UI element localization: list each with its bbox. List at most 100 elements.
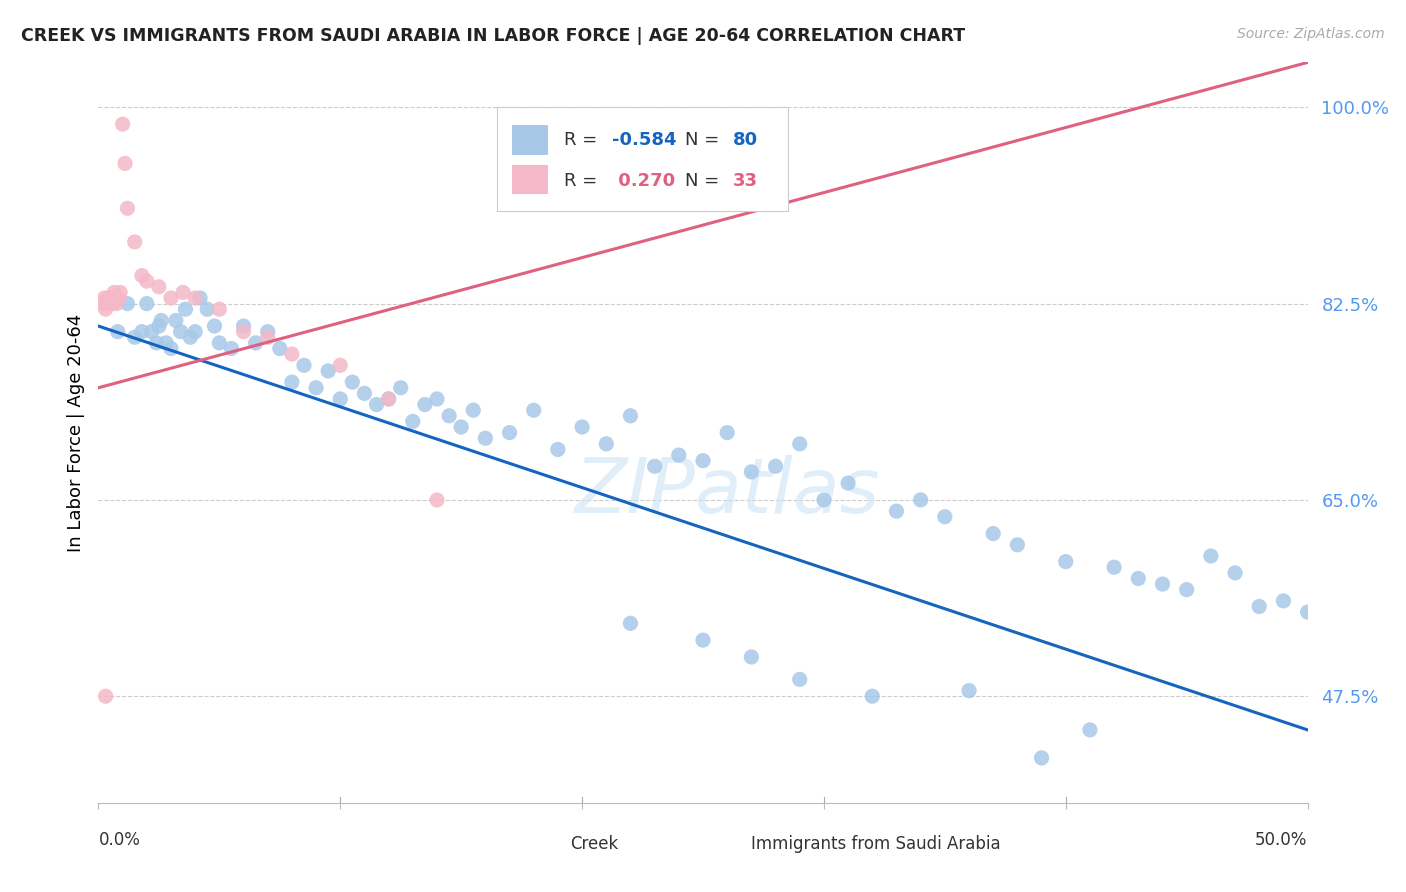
Point	[1175, 582, 1198, 597]
Point	[740, 465, 762, 479]
Point	[160, 342, 183, 356]
Point	[103, 285, 125, 300]
Point	[104, 291, 127, 305]
Point	[740, 650, 762, 665]
Point	[413, 398, 436, 412]
Point	[100, 291, 122, 305]
Point	[232, 319, 254, 334]
Point	[402, 414, 425, 428]
Point	[256, 325, 278, 339]
Point	[692, 633, 714, 648]
Point	[1128, 571, 1150, 585]
Point	[886, 504, 908, 518]
Point	[668, 448, 690, 462]
Point	[256, 330, 278, 344]
Bar	[522, 829, 561, 855]
Point	[281, 347, 304, 361]
Point	[117, 296, 139, 310]
Text: Immigrants from Saudi Arabia: Immigrants from Saudi Arabia	[751, 835, 1001, 853]
Bar	[703, 829, 742, 855]
Point	[316, 364, 339, 378]
Text: Source: ZipAtlas.com: Source: ZipAtlas.com	[1237, 27, 1385, 41]
Text: N =: N =	[685, 172, 725, 190]
Point	[1031, 751, 1053, 765]
Text: Creek: Creek	[569, 835, 619, 853]
Point	[145, 335, 167, 350]
Point	[389, 381, 412, 395]
Text: 80: 80	[734, 131, 758, 149]
Point	[135, 296, 157, 310]
Point	[1272, 594, 1295, 608]
Point	[91, 296, 114, 310]
Point	[150, 313, 173, 327]
Point	[644, 459, 666, 474]
Point	[377, 392, 399, 406]
Point	[188, 291, 211, 305]
Point	[426, 492, 449, 507]
Point	[148, 280, 170, 294]
Point	[148, 319, 170, 334]
Point	[269, 342, 291, 356]
Point	[1152, 577, 1174, 591]
Point	[981, 526, 1004, 541]
Point	[1249, 599, 1271, 614]
Text: R =: R =	[564, 172, 603, 190]
Point	[114, 156, 136, 170]
Point	[957, 683, 980, 698]
Point	[377, 392, 399, 406]
Point	[1007, 538, 1029, 552]
Point	[155, 335, 177, 350]
Point	[160, 291, 183, 305]
Point	[101, 296, 124, 310]
Point	[97, 291, 120, 305]
Point	[305, 381, 328, 395]
Text: N =: N =	[685, 131, 725, 149]
Point	[450, 420, 472, 434]
Point	[1054, 555, 1077, 569]
Point	[165, 313, 187, 327]
Point	[245, 335, 267, 350]
Point	[765, 459, 787, 474]
Point	[117, 201, 139, 215]
FancyBboxPatch shape	[498, 107, 787, 211]
Point	[93, 291, 115, 305]
Point	[232, 325, 254, 339]
Point	[523, 403, 546, 417]
Point	[1102, 560, 1125, 574]
Point	[107, 291, 129, 305]
Point	[124, 235, 146, 249]
Point	[547, 442, 569, 457]
Point	[141, 325, 163, 339]
Point	[426, 392, 449, 406]
Text: CREEK VS IMMIGRANTS FROM SAUDI ARABIA IN LABOR FORCE | AGE 20-64 CORRELATION CHA: CREEK VS IMMIGRANTS FROM SAUDI ARABIA IN…	[21, 27, 965, 45]
Text: -0.584: -0.584	[613, 131, 676, 149]
Text: 0.270: 0.270	[613, 172, 675, 190]
Point	[195, 302, 218, 317]
Point	[595, 437, 617, 451]
Point	[169, 325, 191, 339]
Point	[1223, 566, 1246, 580]
Point	[96, 296, 118, 310]
Point	[619, 616, 641, 631]
Text: 50.0%: 50.0%	[1256, 830, 1308, 849]
Point	[98, 291, 121, 305]
Point	[204, 319, 226, 334]
Point	[108, 291, 131, 305]
Point	[813, 492, 835, 507]
Point	[692, 453, 714, 467]
Text: 33: 33	[734, 172, 758, 190]
Point	[498, 425, 520, 440]
Point	[860, 690, 883, 704]
Point	[281, 375, 304, 389]
Point	[124, 330, 146, 344]
Point	[131, 325, 153, 339]
Point	[1296, 605, 1319, 619]
Point	[1199, 549, 1222, 563]
Point	[329, 392, 352, 406]
Point	[837, 476, 859, 491]
Point	[934, 509, 956, 524]
Point	[221, 342, 243, 356]
Point	[463, 403, 485, 417]
Bar	[512, 165, 548, 194]
Point	[292, 359, 315, 373]
